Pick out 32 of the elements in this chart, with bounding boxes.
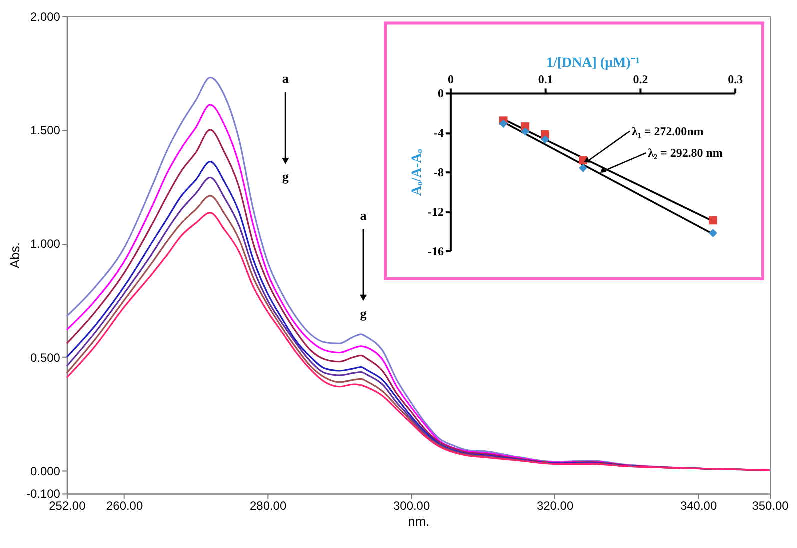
x-tick-label: 300.00 [393, 499, 430, 514]
annotation: g [282, 169, 290, 184]
x-tick-label: 0 [448, 72, 454, 87]
y-axis-title: Abs. [7, 242, 22, 268]
x-tick-label: 252.00 [49, 499, 86, 514]
x-axis-title: nm. [408, 514, 430, 530]
x-tick-label: 0.2 [633, 72, 648, 87]
y-tick-label: -16 [428, 244, 444, 259]
x-tick-label: 320.00 [536, 499, 574, 514]
y-tick-label: 1.000 [30, 237, 61, 252]
annotation: λ₁ = 272.00nm [632, 124, 704, 138]
y-axis-title: Aₒ/A-Aₒ [410, 149, 425, 196]
x-tick-label: 340.00 [680, 499, 718, 514]
y-tick-label: -0.100 [26, 487, 61, 502]
x-tick-label: 0.1 [538, 72, 554, 87]
y-tick-label: 0.500 [30, 350, 61, 365]
x-tick-label: 280.00 [250, 499, 287, 514]
annotation: a [360, 208, 368, 224]
y-tick-label: 0.000 [30, 464, 61, 478]
y-tick-label: -4 [434, 126, 444, 140]
y-tick-label: -8 [434, 166, 444, 180]
x-tick-label: 260.00 [106, 499, 144, 514]
annotation: λ₂ = 292.80 nm [648, 146, 723, 160]
annotation: g [360, 306, 368, 321]
y-tick-label: 0 [438, 86, 444, 101]
y-tick-label: 1.500 [30, 123, 61, 138]
x-axis-title: 1/[DNA] (μM)⁻¹ [546, 56, 640, 71]
x-tick-label: 0.3 [728, 72, 744, 87]
x-tick-label: 350.00 [752, 499, 790, 514]
annotation: a [282, 71, 290, 86]
y-tick-label: -12 [428, 205, 444, 220]
y-tick-label: 2.000 [30, 10, 61, 24]
